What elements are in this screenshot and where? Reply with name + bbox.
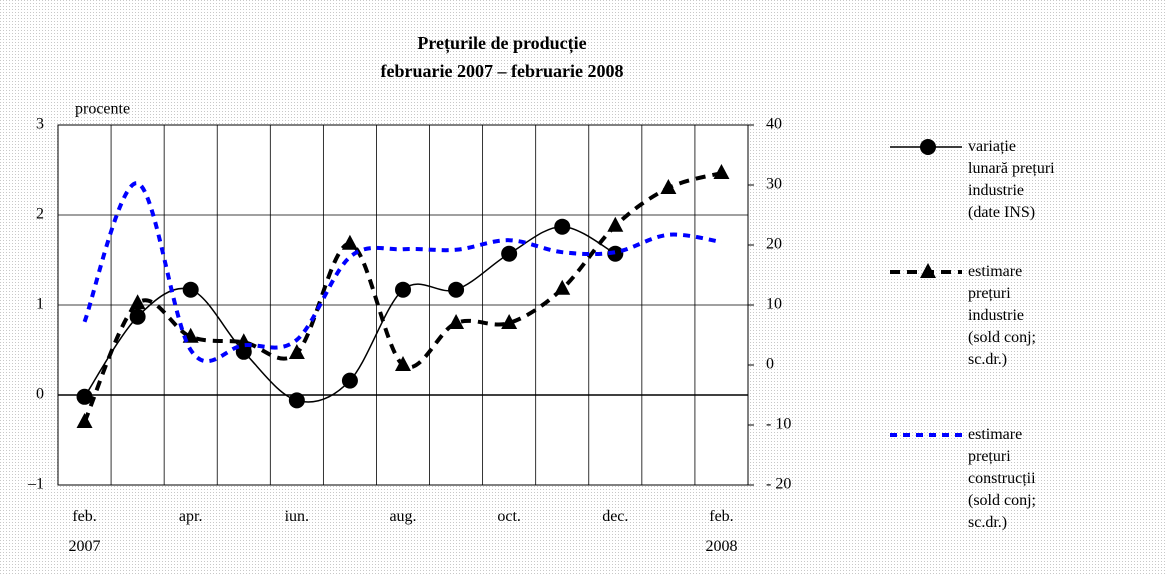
point (554, 279, 571, 295)
legend-marker (920, 263, 936, 278)
x-tick-label: apr. (178, 508, 203, 525)
x-tick-label: oct. (497, 508, 521, 525)
point (395, 281, 411, 298)
point (288, 344, 305, 359)
point (129, 294, 146, 310)
point (501, 314, 518, 329)
point (554, 218, 571, 235)
y2-tick-label: 40 (766, 116, 782, 133)
point (713, 164, 730, 179)
y-tick-label: 0 (36, 386, 44, 403)
legend-label: estimare prețuri construcții (sold conj;… (968, 426, 1036, 531)
y2-tick-label: - 10 (766, 416, 791, 433)
legend-label: estimare prețuri industrie (sold conj; s… (968, 263, 1036, 368)
y2-tick-label: 20 (766, 236, 782, 253)
y2-tick-label: 0 (766, 356, 774, 373)
y-tick-label: 1 (36, 296, 44, 313)
point (129, 308, 146, 325)
y-tick-label: 2 (36, 206, 44, 223)
x-tick-label: dec. (602, 508, 629, 525)
series-line (82, 181, 722, 364)
y2-tick-label: - 20 (766, 476, 791, 493)
y-axis-label: procente (75, 101, 130, 118)
y2-tick-label: 10 (766, 296, 782, 313)
chart-title: Prețurile de producție (417, 33, 586, 54)
chart-subtitle: februarie 2007 – februarie 2008 (381, 61, 624, 81)
point (660, 179, 677, 194)
legend-marker (920, 139, 936, 155)
point (395, 356, 411, 371)
point (288, 392, 305, 409)
point (501, 245, 518, 262)
point (448, 281, 465, 298)
point (448, 314, 465, 329)
point (341, 372, 358, 389)
point (182, 281, 199, 298)
legend-label: variație lunară prețuri industrie (date … (968, 138, 1055, 221)
y-tick-label: 3 (36, 116, 44, 133)
point (76, 388, 93, 405)
x-tick-label: iun. (284, 508, 310, 525)
point (607, 216, 624, 232)
point (341, 234, 358, 250)
x-tick-label: feb. 2008 (705, 508, 738, 555)
point (76, 413, 93, 428)
series-line (82, 171, 723, 423)
y-tick-label: –1 (27, 476, 44, 493)
x-tick-label: aug. (389, 508, 417, 525)
y2-tick-label: 30 (766, 176, 782, 193)
x-tick-label: feb. 2007 (68, 508, 101, 555)
